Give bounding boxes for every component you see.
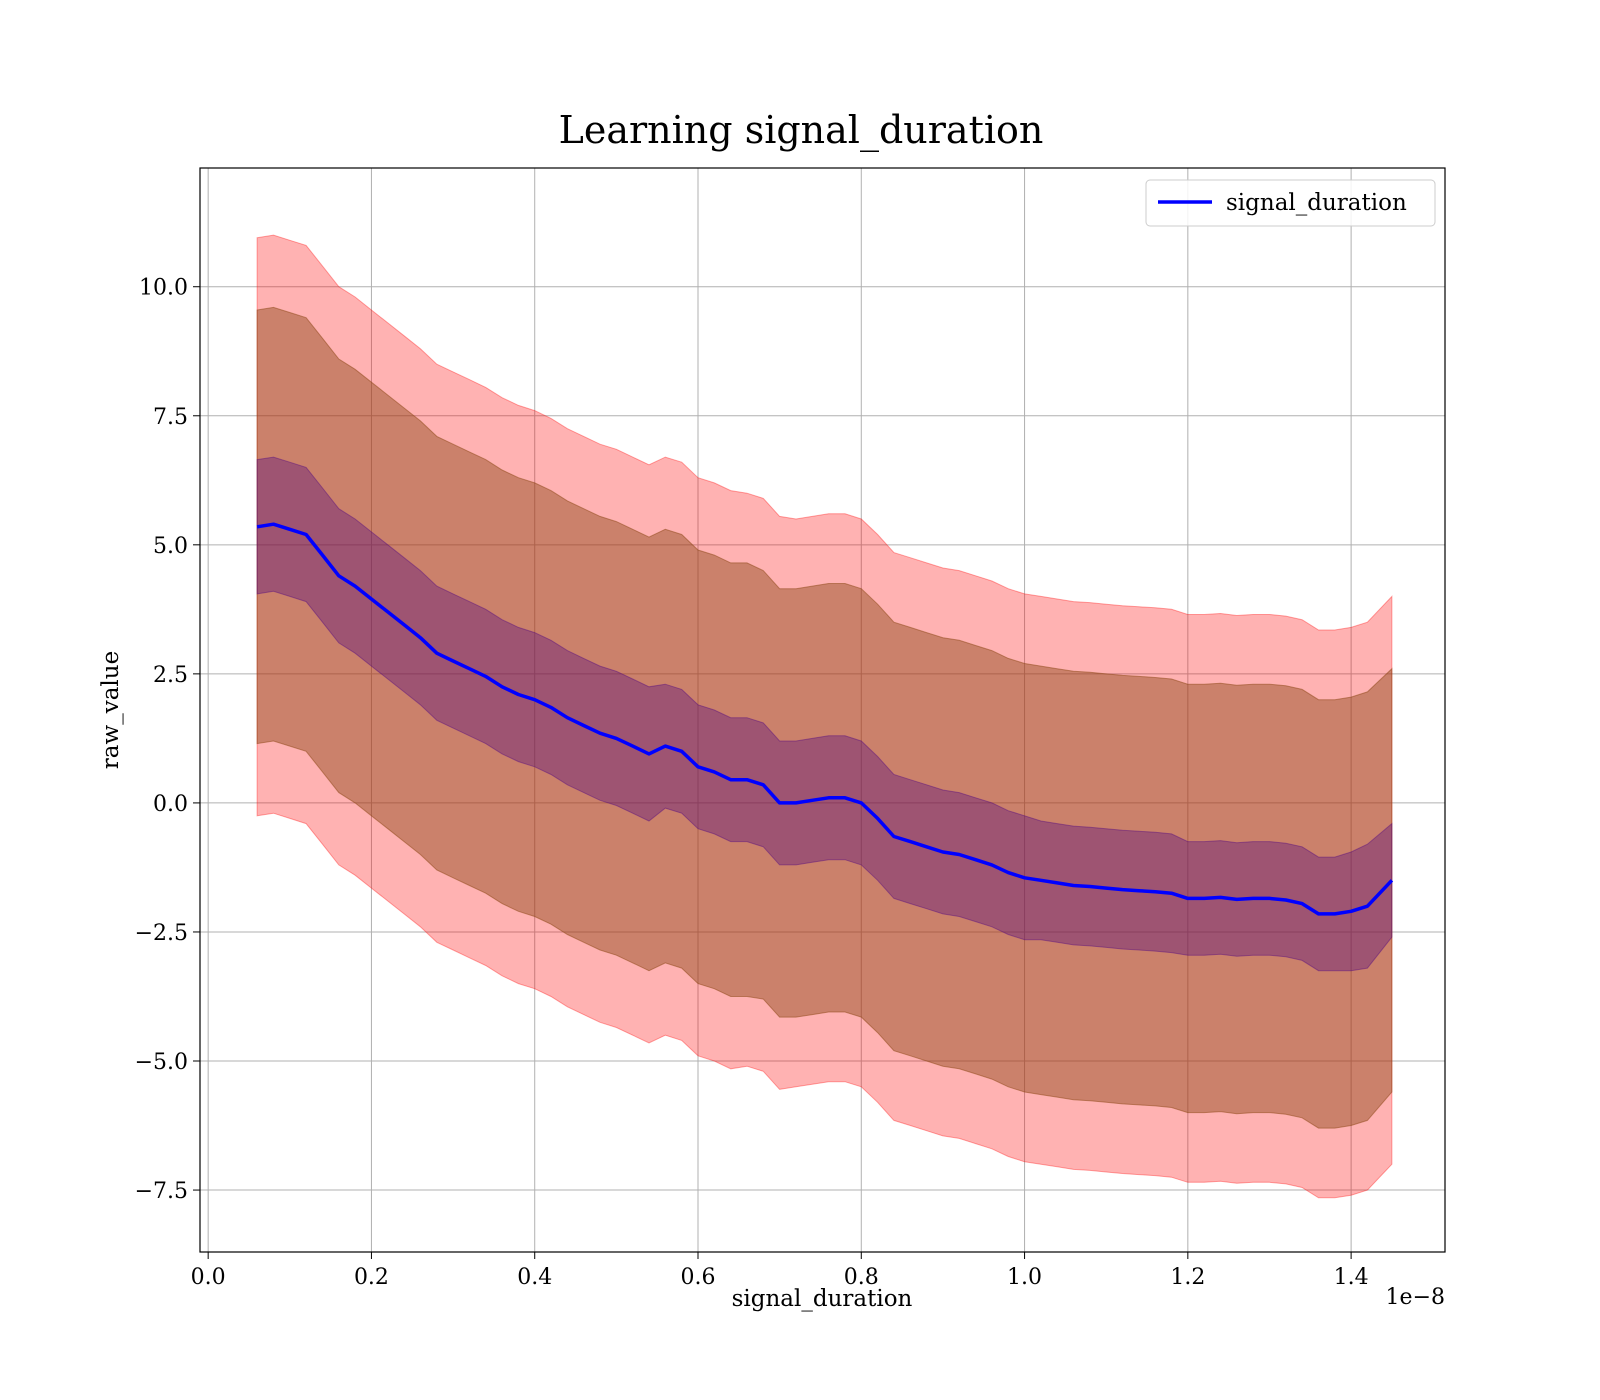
y-tick-label: 2.5	[153, 663, 188, 688]
chart-title: Learning signal_duration	[559, 108, 1044, 153]
y-tick-label: −5.0	[135, 1050, 188, 1075]
x-tick-label: 0.8	[844, 1265, 879, 1290]
x-tick-label: 0.6	[681, 1265, 716, 1290]
legend-box	[1145, 179, 1436, 227]
x-tick-label: 0.4	[517, 1265, 552, 1290]
x-tick-label: 1.0	[1007, 1265, 1042, 1290]
y-tick-label: 5.0	[153, 534, 188, 559]
x-tick-label: 0.2	[354, 1265, 389, 1290]
x-axis-offset-label: 1e−8	[1386, 1285, 1445, 1310]
y-tick-label: 0.0	[153, 792, 188, 817]
series-lines	[256, 522, 1394, 916]
inner-band	[256, 456, 1393, 972]
plot-frame	[199, 167, 1446, 1253]
y-tick-label: 7.5	[153, 405, 188, 430]
confidence-bands	[256, 234, 1393, 1199]
y-axis-label: raw_value	[98, 651, 124, 769]
y-tick-label: 10.0	[139, 276, 188, 301]
x-tick-label: 1.2	[1170, 1265, 1205, 1290]
legend: signal_duration	[1145, 179, 1436, 227]
legend-label: signal_duration	[1226, 190, 1407, 216]
y-axis-ticks: −7.5 −5.0 −2.5 0.0 2.5 5.0 7.5 10.0	[135, 276, 200, 1204]
grid-lines	[200, 168, 1445, 1252]
y-tick-label: −7.5	[135, 1179, 188, 1204]
x-tick-label: 0.0	[191, 1265, 226, 1290]
x-tick-label: 1.4	[1334, 1265, 1369, 1290]
series-line	[256, 522, 1394, 916]
y-tick-label: −2.5	[135, 921, 188, 946]
outer-band	[256, 234, 1393, 1199]
x-axis-label: signal_duration	[732, 1286, 913, 1312]
x-axis-ticks: 0.0 0.2 0.4 0.6 0.8 1.0 1.2 1.4	[191, 1252, 1369, 1290]
middle-band	[256, 306, 1393, 1129]
